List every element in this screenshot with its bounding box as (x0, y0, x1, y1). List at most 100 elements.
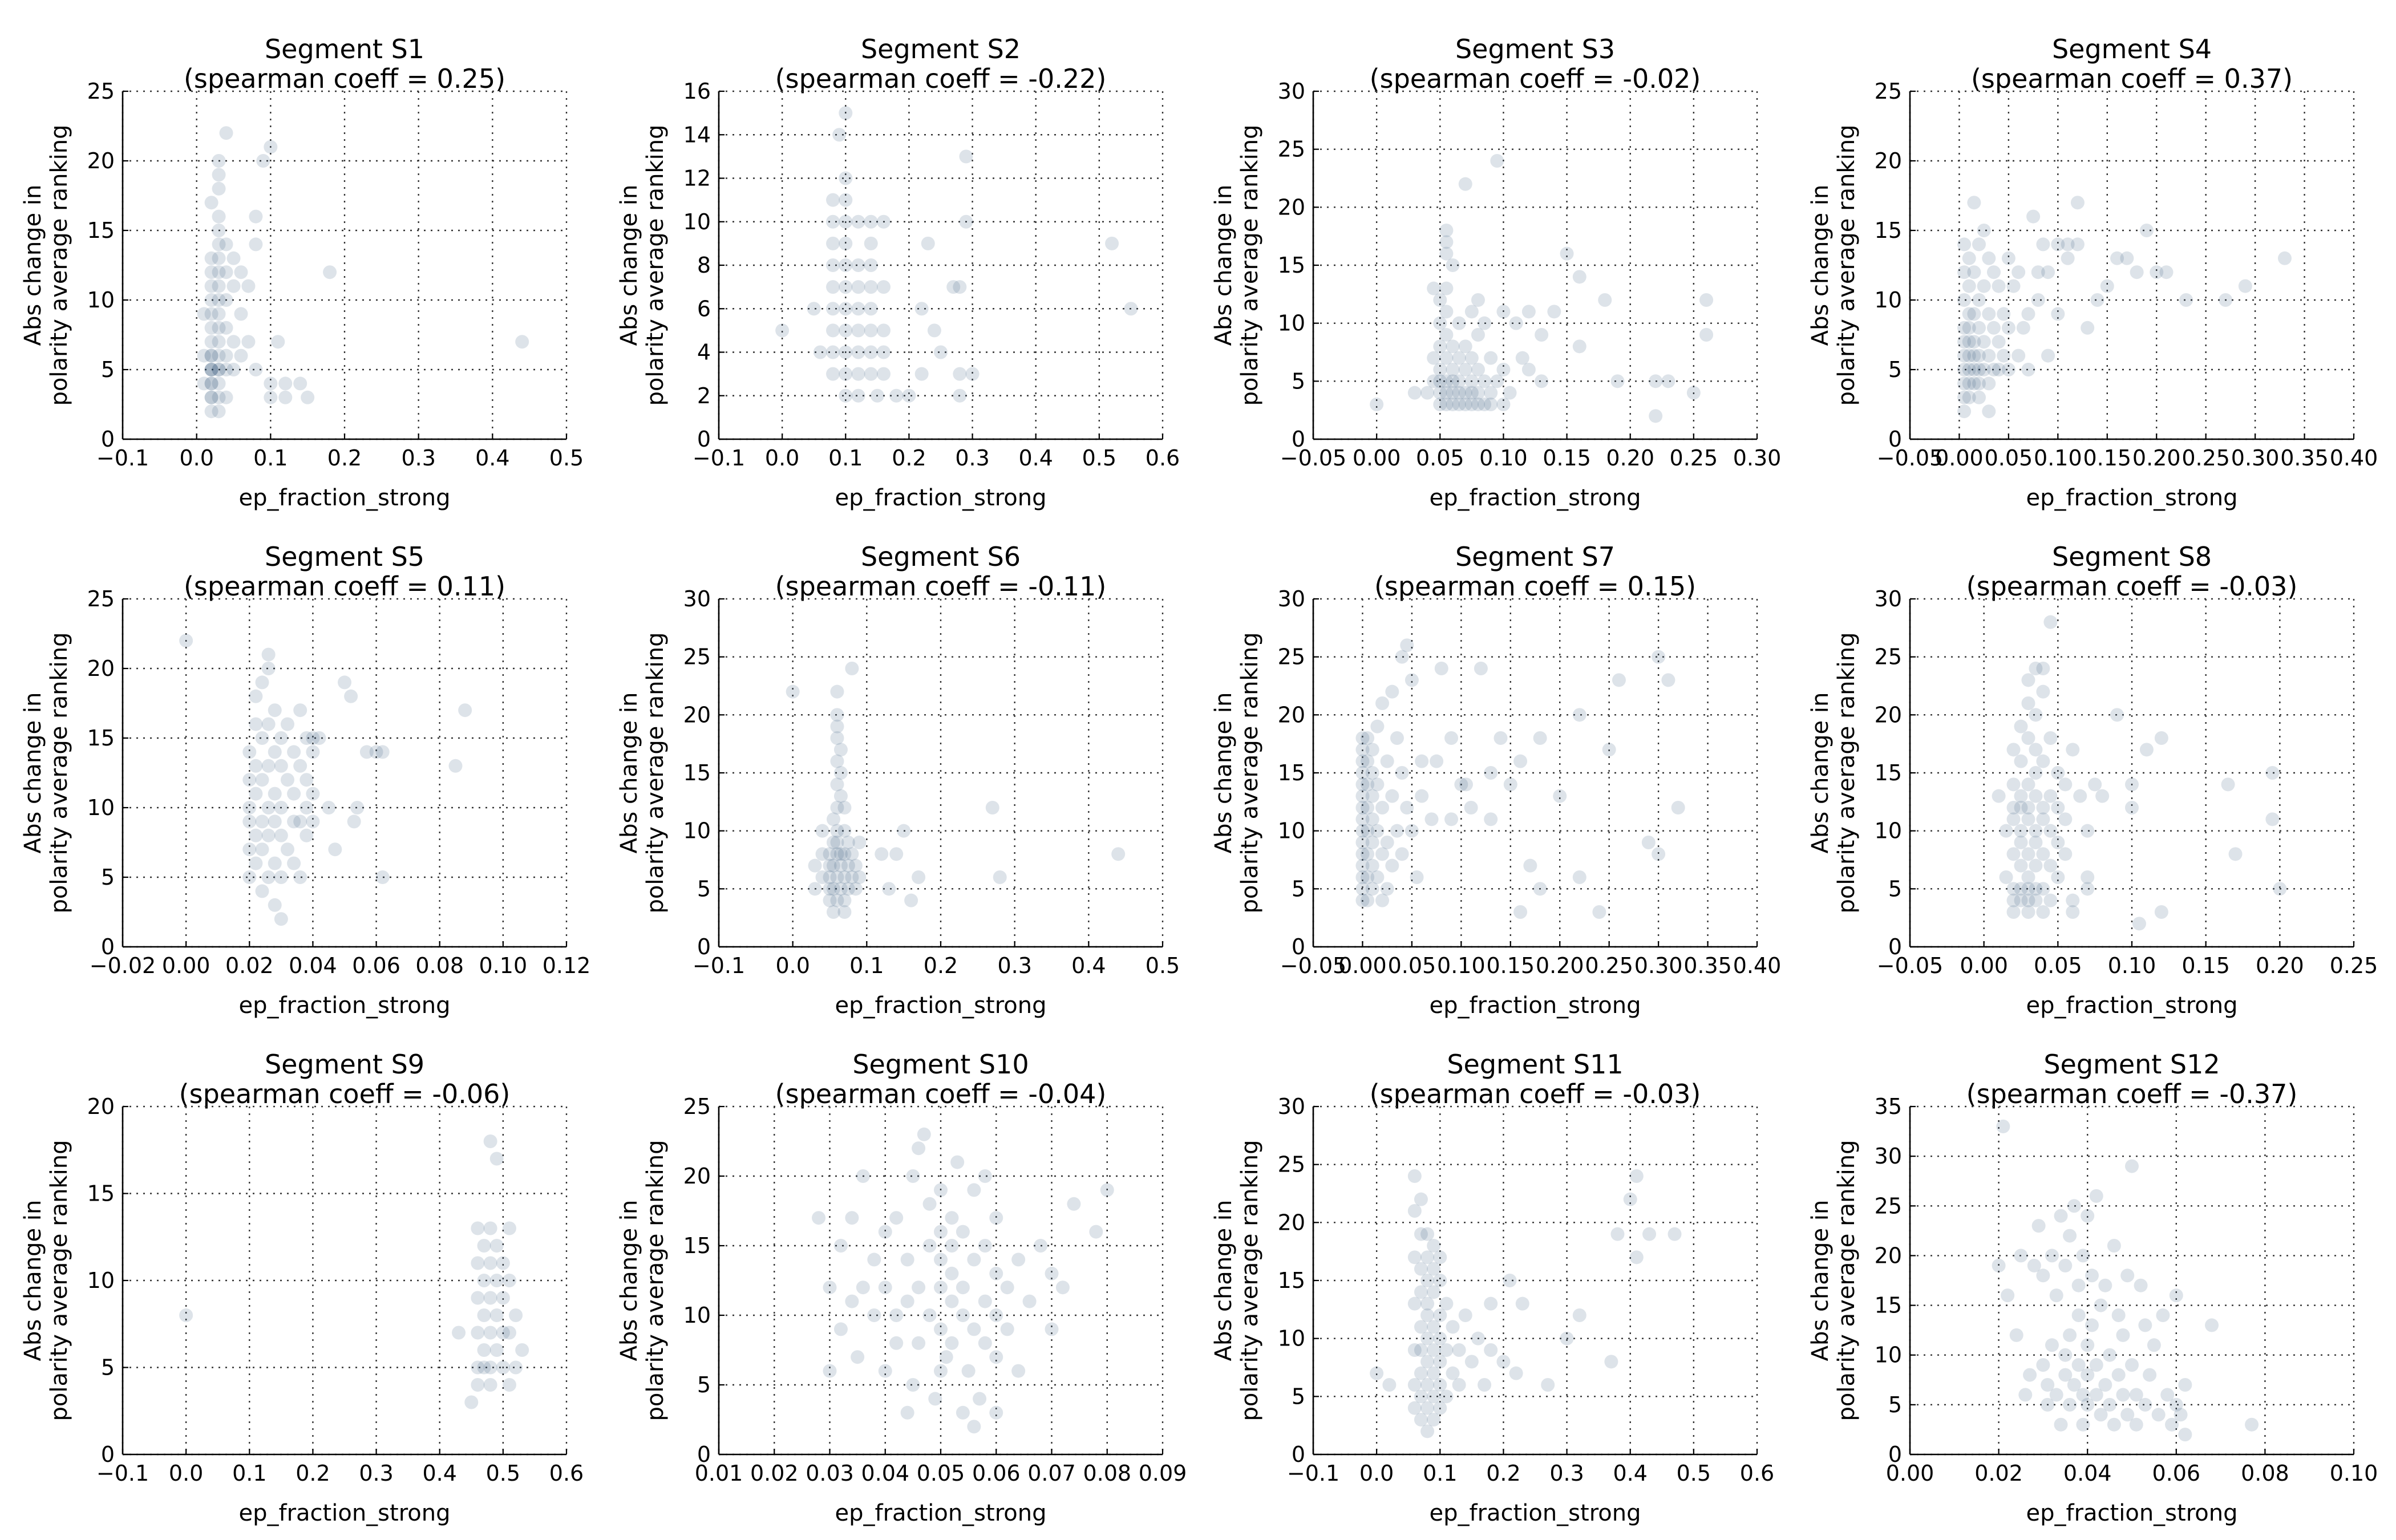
data-point (219, 348, 233, 363)
subplot-title: (spearman coeff = -0.04) (775, 1079, 1107, 1109)
x-tick-label: 0.10 (2330, 1461, 2378, 1486)
y-tick-label: 12 (683, 166, 711, 191)
data-point (856, 1169, 870, 1183)
data-point (927, 323, 941, 338)
data-point (268, 898, 282, 912)
data-point (1414, 1413, 1428, 1426)
data-point (864, 236, 878, 250)
data-point (2045, 1338, 2059, 1352)
data-point (2043, 615, 2058, 629)
x-tick-label: 0.09 (1139, 1461, 1187, 1486)
x-tick-label: 0.3 (1549, 1461, 1584, 1486)
data-point (287, 856, 301, 870)
data-point (2076, 1388, 2090, 1402)
data-point (452, 1326, 466, 1340)
data-point (1433, 339, 1447, 354)
data-point (306, 814, 320, 829)
data-point (219, 363, 233, 376)
subplot-9: Segment S9(spearman coeff = -0.06) −0.1 0.… (20, 1049, 584, 1526)
data-point (264, 140, 278, 154)
data-point (1365, 789, 1379, 803)
data-point (950, 1155, 965, 1169)
data-point (249, 717, 263, 731)
x-tick-label: 0.0 (169, 1461, 203, 1486)
data-point (1361, 824, 1375, 838)
data-point (1446, 363, 1460, 376)
y-axis-label-line: Abs change in (1211, 692, 1237, 854)
data-point (839, 388, 853, 403)
data-point (1444, 812, 1459, 826)
data-point (323, 265, 337, 279)
data-point (2043, 824, 2058, 838)
data-point (255, 731, 269, 745)
y-axis-label-line: polarity average ranking (1237, 633, 1263, 914)
data-point (1957, 293, 1972, 307)
data-point (1986, 363, 2001, 376)
data-point (2110, 251, 2124, 265)
data-point (2043, 789, 2058, 803)
data-point (179, 1308, 193, 1322)
data-point (1967, 363, 1981, 376)
data-point (2265, 812, 2280, 826)
data-point (261, 647, 276, 662)
data-point (1375, 696, 1390, 710)
data-point (870, 388, 884, 403)
data-point (1420, 1424, 1435, 1438)
y-axis-label-line: Abs change in (20, 692, 46, 854)
data-point (1464, 398, 1479, 411)
data-point (1515, 351, 1529, 365)
data-point (242, 842, 257, 857)
data-point (953, 367, 967, 381)
data-point (1992, 1258, 2006, 1272)
subplot-title: (spearman coeff = -0.22) (775, 63, 1107, 94)
data-point (1427, 1389, 1441, 1404)
data-point (1668, 1227, 1682, 1241)
data-point (2125, 1358, 2139, 1372)
data-point (864, 258, 878, 272)
data-point (1992, 335, 2006, 349)
data-point (1471, 328, 1485, 342)
y-tick-label: 10 (683, 1303, 711, 1328)
data-point (1997, 307, 2011, 321)
data-point (2041, 1378, 2055, 1392)
x-tick-label: 0.02 (750, 1461, 799, 1486)
data-point (477, 1274, 491, 1287)
data-point (2036, 882, 2050, 896)
y-axis-label-line: polarity average ranking (642, 1140, 669, 1421)
y-tick-label: 0 (101, 1442, 115, 1467)
data-point (1361, 801, 1375, 814)
data-point (1547, 305, 1561, 319)
data-point (826, 905, 840, 919)
data-point (1414, 1343, 1428, 1357)
data-point (882, 882, 896, 896)
data-point (2125, 1159, 2139, 1173)
data-point (851, 214, 865, 229)
subplot-title: Segment S10 (852, 1049, 1029, 1080)
data-point (1957, 348, 1972, 363)
data-point (833, 1239, 848, 1253)
x-axis-label: ep_fraction_strong (2026, 485, 2238, 511)
data-point (249, 689, 263, 703)
data-point (268, 856, 282, 870)
x-tick-label: 0.35 (1683, 953, 1732, 978)
data-point (471, 1326, 485, 1340)
data-point (917, 1127, 931, 1141)
data-point (375, 870, 390, 884)
data-point (483, 1378, 497, 1392)
data-point (287, 814, 301, 829)
data-point (1503, 777, 1517, 792)
subplot-6: Segment S6(spearman coeff = -0.11) −0.1 0.… (616, 541, 1180, 1019)
y-tick-label: 10 (683, 209, 711, 234)
data-point (2001, 1288, 2015, 1303)
data-point (946, 280, 961, 294)
data-point (2085, 1318, 2099, 1332)
data-point (344, 689, 358, 703)
data-point (1365, 766, 1379, 780)
data-point (826, 367, 840, 381)
data-point (471, 1378, 485, 1392)
data-point (945, 1336, 959, 1350)
data-point (1414, 1227, 1428, 1241)
data-point (2120, 1269, 2135, 1283)
data-point (204, 307, 218, 321)
subplot-title: Segment S3 (1455, 34, 1615, 64)
